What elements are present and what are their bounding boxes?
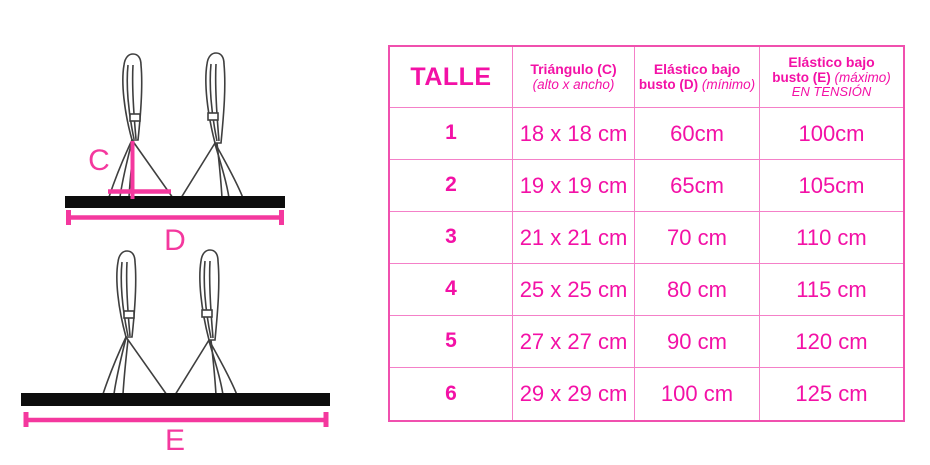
measurement-e: E: [23, 412, 329, 457]
underbust-band-stretched: [21, 393, 330, 406]
table-row-cell: 105cm: [760, 160, 903, 212]
table-row-cell: 60cm: [635, 108, 760, 160]
table-row-cell: 21 x 21 cm: [513, 212, 635, 264]
header-triangulo: Triángulo (C) (alto x ancho): [513, 47, 635, 108]
table-row-cell: 2: [390, 160, 513, 212]
header-elastico-d: Elástico bajo busto (D) (mínimo): [635, 47, 760, 108]
label-d: D: [164, 224, 186, 257]
bralette-drawing: [101, 249, 239, 396]
table-row-cell: 6: [390, 368, 513, 420]
strap-adjuster-icon: [201, 309, 213, 318]
strap-adjuster-icon: [123, 310, 135, 319]
bralette-sketch-stretched: E: [21, 249, 330, 457]
table-row-cell: 27 x 27 cm: [513, 316, 635, 368]
table-row-cell: 1: [390, 108, 513, 160]
table-row-cell: 80 cm: [635, 264, 760, 316]
table-row-cell: 100cm: [760, 108, 903, 160]
table-row-cell: 90 cm: [635, 316, 760, 368]
measurement-d: D: [66, 210, 284, 257]
table-row-cell: 18 x 18 cm: [513, 108, 635, 160]
table-row-cell: 100 cm: [635, 368, 760, 420]
header-elastico-e: Elástico bajo busto (E) (máximo) EN TENS…: [760, 47, 903, 108]
table-row-cell: 5: [390, 316, 513, 368]
table-row-cell: 3: [390, 212, 513, 264]
bralette-drawing: [107, 52, 245, 199]
table-row-cell: 29 x 29 cm: [513, 368, 635, 420]
label-c: C: [88, 144, 110, 177]
table-row-cell: 19 x 19 cm: [513, 160, 635, 212]
header-talle-label: TALLE: [410, 62, 492, 91]
label-e: E: [165, 424, 185, 457]
table-row-cell: 70 cm: [635, 212, 760, 264]
table-row-cell: 25 x 25 cm: [513, 264, 635, 316]
strap-adjuster-icon: [129, 113, 141, 122]
underbust-band: [65, 196, 285, 208]
bralette-sketch-top: C D: [65, 52, 285, 257]
table-row-cell: 125 cm: [795, 381, 868, 407]
header-talle: TALLE: [390, 47, 513, 108]
table-row-cell: 110 cm: [760, 212, 903, 264]
table-row-cell: 65cm: [635, 160, 760, 212]
table-row-cell: 115 cm: [760, 264, 903, 316]
table-row-cell: 120 cm: [760, 316, 903, 368]
strap-adjuster-icon: [207, 112, 219, 121]
table-row-cell: 4: [390, 264, 513, 316]
measurement-c: C: [88, 141, 171, 199]
size-table: TALLE Triángulo (C) (alto x ancho) Elást…: [388, 45, 905, 422]
